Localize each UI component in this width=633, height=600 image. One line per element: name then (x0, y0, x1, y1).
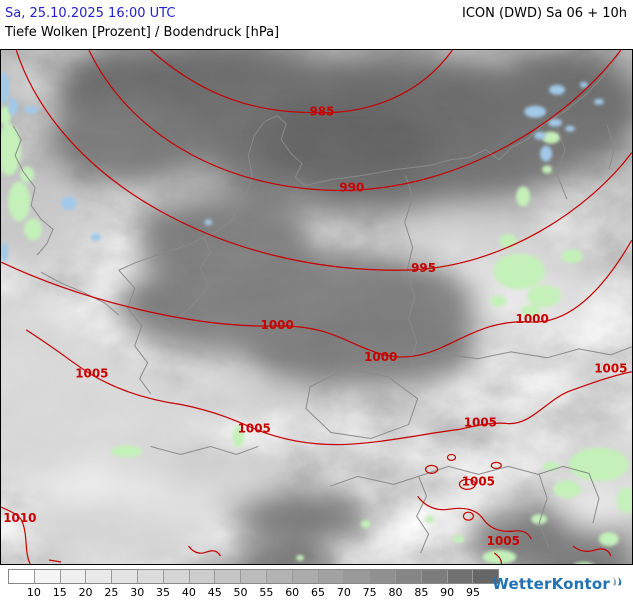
legend-tick: 35 (156, 586, 171, 599)
legend-cell (292, 570, 319, 583)
isobar-label: 1005 (238, 422, 271, 436)
water-patches (1, 71, 604, 263)
isobar-label: 1005 (462, 474, 495, 488)
legend-tick: 60 (285, 586, 300, 599)
layer-title: Tiefe Wolken [Prozent] / Bodendruck [hPa… (5, 25, 280, 40)
isobar-label: 990 (339, 180, 364, 194)
legend-cell (395, 570, 422, 583)
legend-tick: 25 (104, 586, 119, 599)
legend-cell (60, 570, 87, 583)
isobar-label: 1005 (464, 416, 497, 430)
isobar-label: 1000 (261, 318, 294, 332)
legend-tick: 40 (181, 586, 196, 599)
legend-tick: 55 (259, 586, 274, 599)
isobar-label: 985 (310, 105, 335, 119)
legend-cell (370, 570, 396, 583)
legend-tick: 10 (26, 586, 41, 599)
legend-tick-labels: 10 15 20 25 30 35 40 45 50 55 60 65 70 7… (21, 586, 486, 599)
wetterkontor-logo: WetterKontor (492, 575, 625, 593)
legend-cell (163, 570, 190, 583)
legend-tick: 15 (52, 586, 67, 599)
legend-tick: 45 (207, 586, 222, 599)
legend-tick: 85 (414, 586, 429, 599)
legend-tick: 80 (388, 586, 403, 599)
legend-cell (86, 570, 113, 583)
legend-tick: 90 (440, 586, 455, 599)
legend-tick: 70 (336, 586, 351, 599)
wetterkontor-logo-text: WetterKontor (492, 575, 610, 593)
legend-tick: 20 (78, 586, 93, 599)
cloud-cover-legend (8, 569, 499, 584)
legend-tick: 65 (311, 586, 326, 599)
isobar-label: 1005 (75, 367, 108, 381)
country-borders (12, 53, 632, 554)
isobar-label: 1010 (3, 511, 36, 525)
model-run-label: ICON (DWD) Sa 06 + 10h (462, 6, 627, 21)
legend-cell (241, 570, 267, 583)
legend-cell (266, 570, 293, 583)
wetterkontor-swoosh-icon (611, 573, 625, 592)
isobar-label: 995 (411, 261, 436, 275)
legend-cell (9, 570, 35, 583)
legend-tick: 50 (233, 586, 248, 599)
legend-tick: 75 (362, 586, 377, 599)
isobar-label: 1000 (364, 350, 397, 364)
legend-cell (318, 570, 345, 583)
isobar-label: 1005 (487, 534, 520, 548)
legend-cell (473, 570, 499, 583)
isobar-value-labels: 985 990 995 1000 1000 1000 1005 1005 100… (3, 105, 627, 548)
isobar-label: 1005 (594, 362, 627, 376)
weather-map: 985 990 995 1000 1000 1000 1005 1005 100… (0, 49, 633, 565)
legend-cell (215, 570, 242, 583)
isobar-lines (1, 50, 632, 564)
isobar-label: 1000 (516, 312, 549, 326)
legend-cell (189, 570, 216, 583)
legend-tick: 95 (465, 586, 480, 599)
legend-cell (112, 570, 138, 583)
legend-cell (137, 570, 164, 583)
legend-cell (34, 570, 61, 583)
legend-cell (421, 570, 448, 583)
legend-cell (447, 570, 474, 583)
map-datetime: Sa, 25.10.2025 16:00 UTC (5, 6, 176, 21)
legend-tick: 30 (130, 586, 145, 599)
legend-cell (344, 570, 371, 583)
